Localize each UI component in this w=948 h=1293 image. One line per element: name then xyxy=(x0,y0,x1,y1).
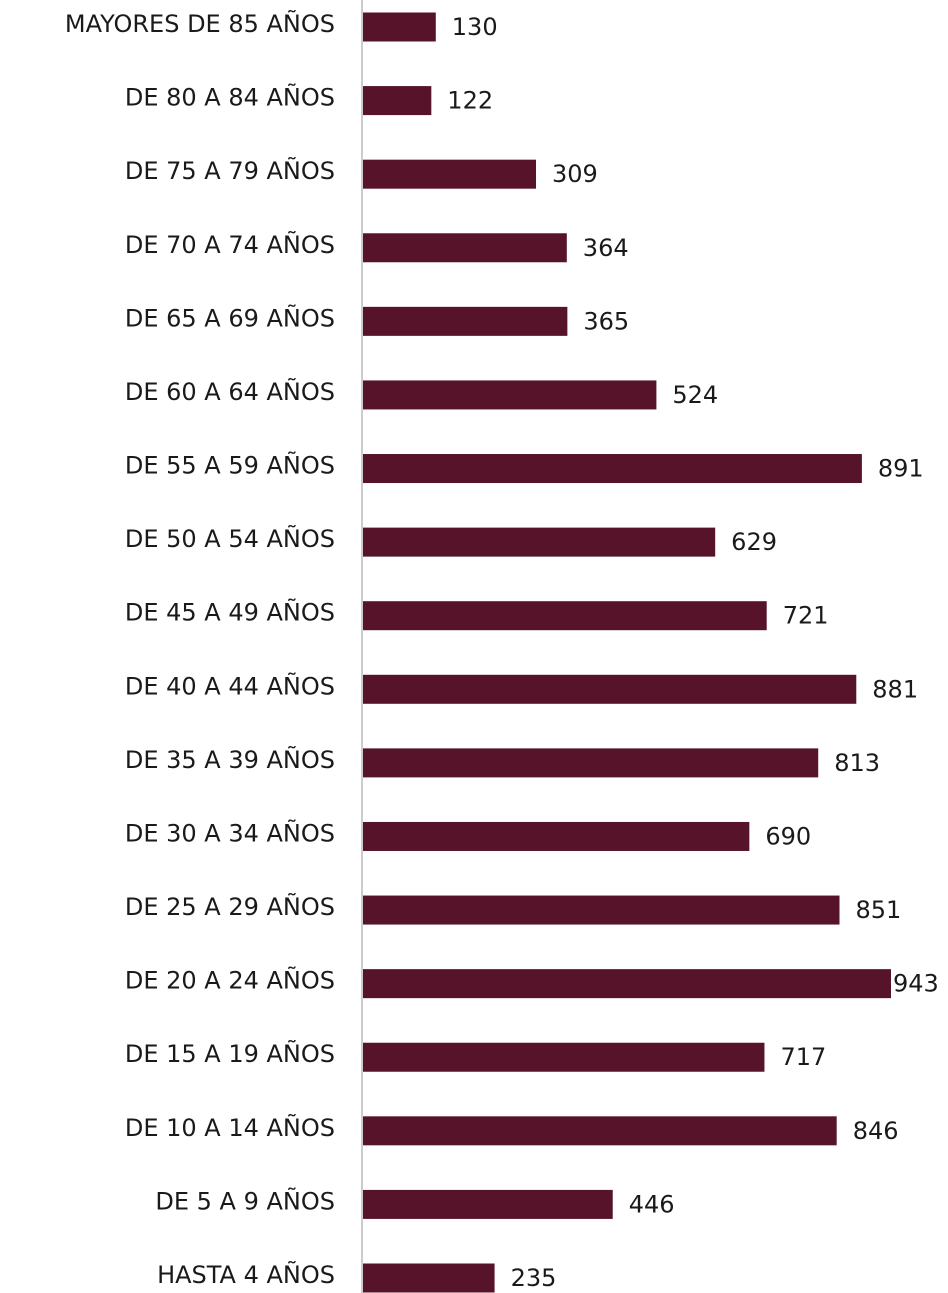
value-label: 813 xyxy=(834,749,880,777)
category-label: HASTA 4 AÑOS xyxy=(157,1259,335,1289)
bar xyxy=(363,1116,837,1146)
value-label: 851 xyxy=(855,896,901,924)
value-label: 235 xyxy=(511,1264,557,1292)
value-label: 629 xyxy=(731,528,777,556)
value-label: 524 xyxy=(672,381,718,409)
category-label: DE 70 A 74 AÑOS xyxy=(125,229,335,259)
category-label: DE 65 A 69 AÑOS xyxy=(125,302,335,332)
value-label: 717 xyxy=(780,1043,826,1071)
category-label: DE 80 A 84 AÑOS xyxy=(125,82,335,112)
bar xyxy=(363,380,657,410)
category-label: MAYORES DE 85 AÑOS xyxy=(65,8,335,38)
category-label: DE 60 A 64 AÑOS xyxy=(125,376,335,406)
value-label: 690 xyxy=(765,822,811,850)
category-label: DE 55 A 59 AÑOS xyxy=(125,450,335,480)
category-label: DE 35 A 39 AÑOS xyxy=(125,744,335,774)
category-label: DE 5 A 9 AÑOS xyxy=(155,1185,335,1215)
value-label: 122 xyxy=(447,87,493,115)
value-label: 446 xyxy=(629,1190,675,1218)
bar xyxy=(363,454,862,484)
value-label: 943 xyxy=(893,970,939,998)
bar xyxy=(363,601,767,631)
bar xyxy=(363,1263,495,1293)
bar xyxy=(363,1042,765,1072)
bar xyxy=(363,86,432,116)
category-label: DE 20 A 24 AÑOS xyxy=(125,965,335,995)
bar xyxy=(363,895,840,925)
category-label: DE 40 A 44 AÑOS xyxy=(125,670,335,700)
bar xyxy=(363,233,567,263)
category-label: DE 15 A 19 AÑOS xyxy=(125,1038,335,1068)
bar xyxy=(363,527,716,557)
category-label: DE 10 A 14 AÑOS xyxy=(125,1112,335,1142)
value-label: 881 xyxy=(872,675,918,703)
category-label: DE 25 A 29 AÑOS xyxy=(125,891,335,921)
bar xyxy=(363,748,819,778)
value-label: 365 xyxy=(583,307,629,335)
category-label: DE 30 A 34 AÑOS xyxy=(125,817,335,847)
bar xyxy=(363,1189,613,1219)
value-label: 364 xyxy=(583,234,629,262)
bar xyxy=(363,969,891,999)
value-label: 309 xyxy=(552,160,598,188)
bar xyxy=(363,159,537,189)
value-label: 130 xyxy=(452,13,498,41)
bar xyxy=(363,306,568,336)
bar xyxy=(363,821,750,851)
bar xyxy=(363,674,857,704)
bar xyxy=(363,12,436,42)
value-label: 891 xyxy=(878,455,924,483)
category-label: DE 45 A 49 AÑOS xyxy=(125,597,335,627)
category-label: DE 50 A 54 AÑOS xyxy=(125,523,335,553)
value-label: 721 xyxy=(783,602,829,630)
value-label: 846 xyxy=(853,1117,899,1145)
category-label: DE 75 A 79 AÑOS xyxy=(125,155,335,185)
